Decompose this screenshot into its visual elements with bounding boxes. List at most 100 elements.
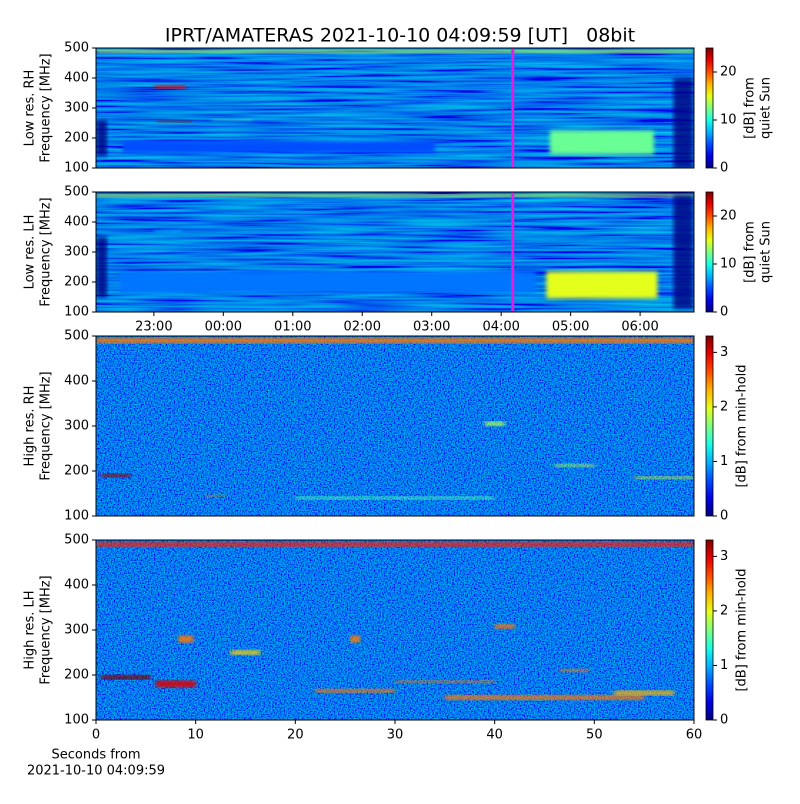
y-axis-label: Frequency [MHz] bbox=[39, 53, 54, 162]
y-tick-label: 200 bbox=[64, 131, 89, 146]
plot-area bbox=[96, 540, 694, 720]
y-tick-label: 400 bbox=[64, 215, 89, 230]
x-tick-label: 40 bbox=[486, 728, 503, 743]
y-axis-label: High res. LH bbox=[23, 590, 38, 669]
colorbar-tick-label: 2 bbox=[720, 399, 728, 414]
plot-area bbox=[96, 336, 694, 516]
y-tick-label: 200 bbox=[64, 464, 89, 479]
colorbar-tick-label: 0 bbox=[720, 713, 728, 728]
x-tick-label: 23:00 bbox=[135, 320, 172, 335]
x-tick-label: 01:00 bbox=[274, 320, 311, 335]
y-axis-label: High res. RH bbox=[23, 386, 38, 467]
x-tick-label: 60 bbox=[686, 728, 703, 743]
colorbar-label: [dB] from min-hold bbox=[735, 364, 750, 487]
y-tick-label: 300 bbox=[64, 101, 89, 116]
y-axis-label: Frequency [MHz] bbox=[39, 371, 54, 480]
noise bbox=[96, 336, 694, 516]
burst bbox=[484, 421, 505, 426]
burst bbox=[614, 690, 675, 696]
y-tick-label: 100 bbox=[64, 161, 89, 176]
burst bbox=[395, 680, 495, 683]
title: IPRT/AMATERAS 2021-10-10 04:09:59 [UT] 0… bbox=[165, 25, 635, 47]
burst bbox=[559, 669, 590, 672]
y-tick-label: 500 bbox=[64, 41, 89, 56]
burst bbox=[554, 464, 595, 467]
y-tick-label: 500 bbox=[64, 329, 89, 344]
x-tick-label: 06:00 bbox=[621, 320, 658, 335]
y-tick-label: 100 bbox=[64, 509, 89, 524]
burst bbox=[350, 635, 361, 643]
burst bbox=[100, 473, 131, 478]
colorbar-label: [dB] from bbox=[743, 221, 758, 283]
burst bbox=[96, 194, 694, 197]
burst bbox=[295, 496, 495, 500]
colorbar-tick-label: 10 bbox=[720, 113, 737, 128]
colorbar bbox=[705, 47, 714, 169]
burst bbox=[546, 271, 658, 299]
plot-area bbox=[96, 192, 694, 312]
colorbar-tick-label: 10 bbox=[720, 257, 737, 272]
x-tick-label: 0 bbox=[92, 728, 100, 743]
burst bbox=[315, 688, 395, 693]
burst bbox=[634, 476, 694, 479]
burst bbox=[155, 680, 196, 688]
y-tick-label: 500 bbox=[64, 533, 89, 548]
x-tick-label: 04:00 bbox=[482, 320, 519, 335]
x-tick-label: 20 bbox=[287, 728, 304, 743]
burst bbox=[96, 337, 694, 344]
x-tick-label: 00:00 bbox=[205, 320, 242, 335]
burst bbox=[494, 624, 515, 629]
x-axis-label: Seconds from bbox=[51, 748, 140, 763]
y-tick-label: 200 bbox=[64, 275, 89, 290]
burst bbox=[549, 130, 654, 155]
x-tick-label: 03:00 bbox=[413, 320, 450, 335]
burst bbox=[205, 494, 226, 497]
burst bbox=[96, 542, 694, 547]
colorbar bbox=[705, 191, 714, 313]
colorbar-label: [dB] from min-hold bbox=[735, 568, 750, 691]
y-axis-label: Low res. LH bbox=[23, 215, 38, 290]
y-tick-label: 100 bbox=[64, 305, 89, 320]
burst bbox=[119, 271, 536, 293]
burst bbox=[96, 50, 694, 54]
burst bbox=[96, 237, 107, 297]
burst bbox=[673, 195, 693, 309]
y-tick-label: 500 bbox=[64, 185, 89, 200]
colorbar-tick-label: 0 bbox=[720, 161, 728, 176]
burst bbox=[230, 650, 261, 655]
y-tick-label: 200 bbox=[64, 668, 89, 683]
noise bbox=[96, 540, 694, 720]
colorbar-label: quiet Sun bbox=[759, 221, 774, 283]
burst bbox=[673, 78, 693, 168]
y-axis-label: Frequency [MHz] bbox=[39, 197, 54, 306]
y-axis-label: Frequency [MHz] bbox=[39, 575, 54, 684]
colorbar-tick-label: 1 bbox=[720, 454, 728, 469]
x-tick-label: 30 bbox=[387, 728, 404, 743]
x-tick-label: 02:00 bbox=[344, 320, 381, 335]
y-axis-label: Low res. RH bbox=[23, 70, 38, 147]
plot-area bbox=[96, 48, 694, 168]
x-axis-label: 2021-10-10 04:09:59 bbox=[27, 764, 165, 779]
colorbar-tick-label: 2 bbox=[720, 603, 728, 618]
colorbar-tick-label: 0 bbox=[720, 509, 728, 524]
colorbar bbox=[705, 335, 714, 517]
y-tick-label: 400 bbox=[64, 374, 89, 389]
y-tick-label: 300 bbox=[64, 419, 89, 434]
burst bbox=[157, 120, 193, 123]
colorbar-tick-label: 20 bbox=[720, 209, 737, 224]
y-tick-label: 400 bbox=[64, 578, 89, 593]
colorbar-label: quiet Sun bbox=[759, 77, 774, 139]
colorbar-tick-label: 3 bbox=[720, 549, 728, 564]
colorbar-tick-label: 0 bbox=[720, 305, 728, 320]
x-tick-label: 05:00 bbox=[552, 320, 589, 335]
burst bbox=[153, 229, 182, 233]
burst bbox=[211, 119, 254, 121]
colorbar-tick-label: 20 bbox=[720, 65, 737, 80]
y-tick-label: 100 bbox=[64, 713, 89, 728]
colorbar-tick-label: 3 bbox=[720, 345, 728, 360]
y-tick-label: 300 bbox=[64, 623, 89, 638]
colorbar bbox=[705, 539, 714, 721]
x-tick-label: 50 bbox=[586, 728, 603, 743]
y-tick-label: 400 bbox=[64, 71, 89, 86]
